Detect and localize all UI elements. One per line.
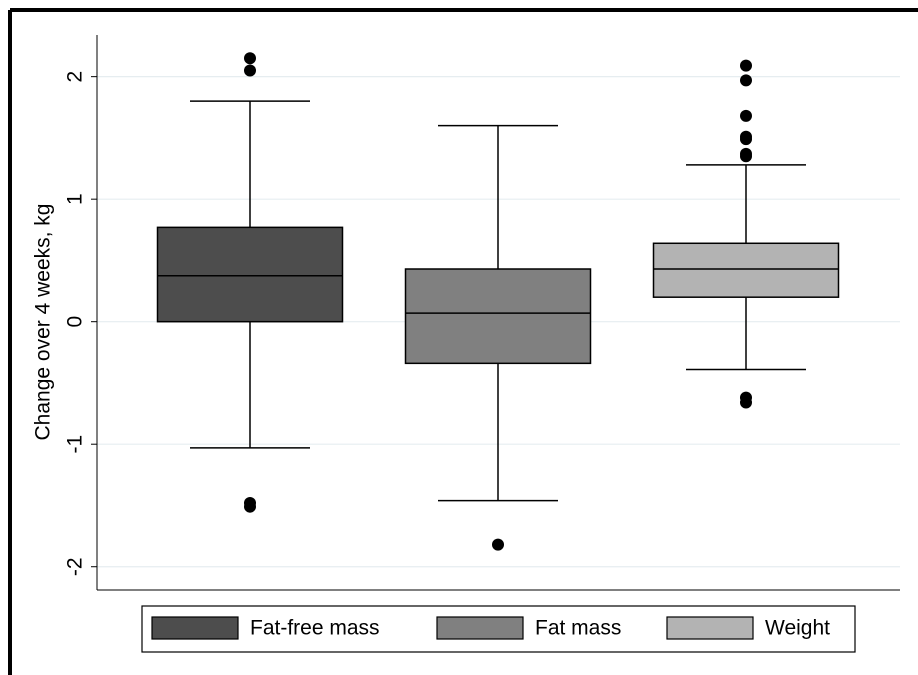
y-tick-label: 0 [64, 316, 87, 328]
box [404, 268, 592, 365]
box [652, 242, 840, 298]
outlier [492, 538, 504, 551]
legend-label: Fat mass [535, 617, 621, 640]
outlier [740, 109, 752, 122]
y-tick-label: -1 [64, 435, 87, 454]
y-tick-label: 1 [64, 193, 87, 205]
y-axis-label: Change over 4 weeks, kg [32, 204, 55, 441]
legend-swatch [666, 616, 754, 640]
y-tick-label: -2 [64, 557, 87, 576]
y-tick-label: 2 [64, 71, 87, 83]
outlier [740, 59, 752, 72]
outlier [740, 133, 752, 146]
outlier [244, 500, 256, 513]
outlier [244, 64, 256, 77]
outlier [244, 52, 256, 65]
outlier [740, 74, 752, 87]
box [156, 226, 344, 323]
outlier [740, 150, 752, 163]
legend-label: Fat-free mass [250, 617, 380, 640]
legend-swatch [436, 616, 524, 640]
legend-swatch [151, 616, 239, 640]
outlier [740, 396, 752, 409]
legend-label: Weight [765, 617, 830, 640]
